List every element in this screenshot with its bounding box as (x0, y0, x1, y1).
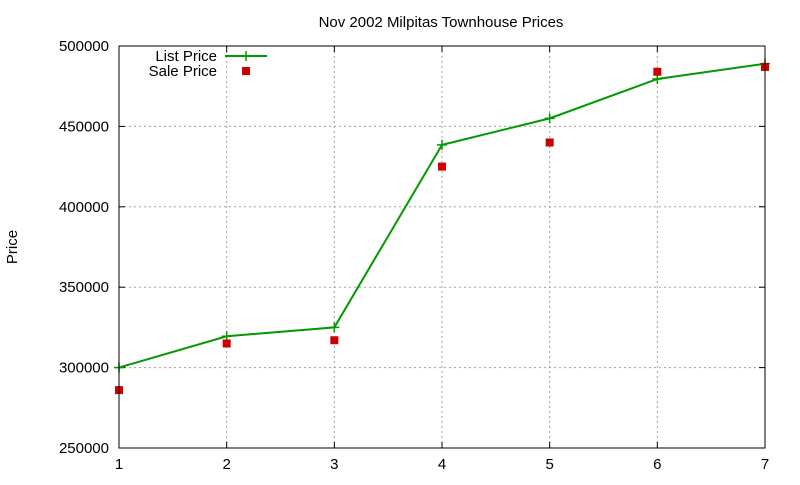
y-tick-label: 300000 (59, 360, 109, 377)
legend-label: List Price (155, 48, 217, 65)
data-point-sale-price (330, 336, 339, 345)
x-tick-label: 2 (222, 456, 230, 473)
legend-label: Sale Price (149, 63, 217, 80)
y-axis-label: Price (4, 230, 21, 264)
x-tick-label: 6 (653, 456, 661, 473)
y-tick-label: 400000 (59, 199, 109, 216)
y-tick-label: 350000 (59, 279, 109, 296)
data-point-sale-price (438, 162, 446, 171)
grid (119, 46, 765, 448)
data-point-sale-price (545, 138, 554, 147)
data-point-list-price (544, 113, 555, 124)
x-tick-label: 5 (545, 456, 553, 473)
plot-series (114, 58, 770, 395)
data-point-sale-price (222, 339, 231, 348)
chart-title: Nov 2002 Milpitas Townhouse Prices (319, 14, 564, 31)
legend-swatch-marker (241, 51, 251, 61)
y-tick-label: 250000 (59, 440, 109, 457)
plot-frame (118, 45, 766, 449)
y-tick-label: 450000 (59, 118, 109, 135)
data-point-list-price (437, 139, 447, 150)
y-tick-label: 500000 (59, 38, 109, 55)
axes: 1 2 3 4 5 6 7 250000 300000 350000 400000 450000 500… (59, 38, 769, 473)
data-point-list-price (329, 322, 340, 333)
x-tick-label: 1 (115, 456, 123, 473)
data-point-sale-price (653, 67, 662, 76)
x-tick-label: 3 (330, 456, 338, 473)
x-tick-label: 7 (761, 456, 769, 473)
x-tick-label: 4 (438, 456, 446, 473)
legend-swatch-marker (242, 67, 250, 75)
